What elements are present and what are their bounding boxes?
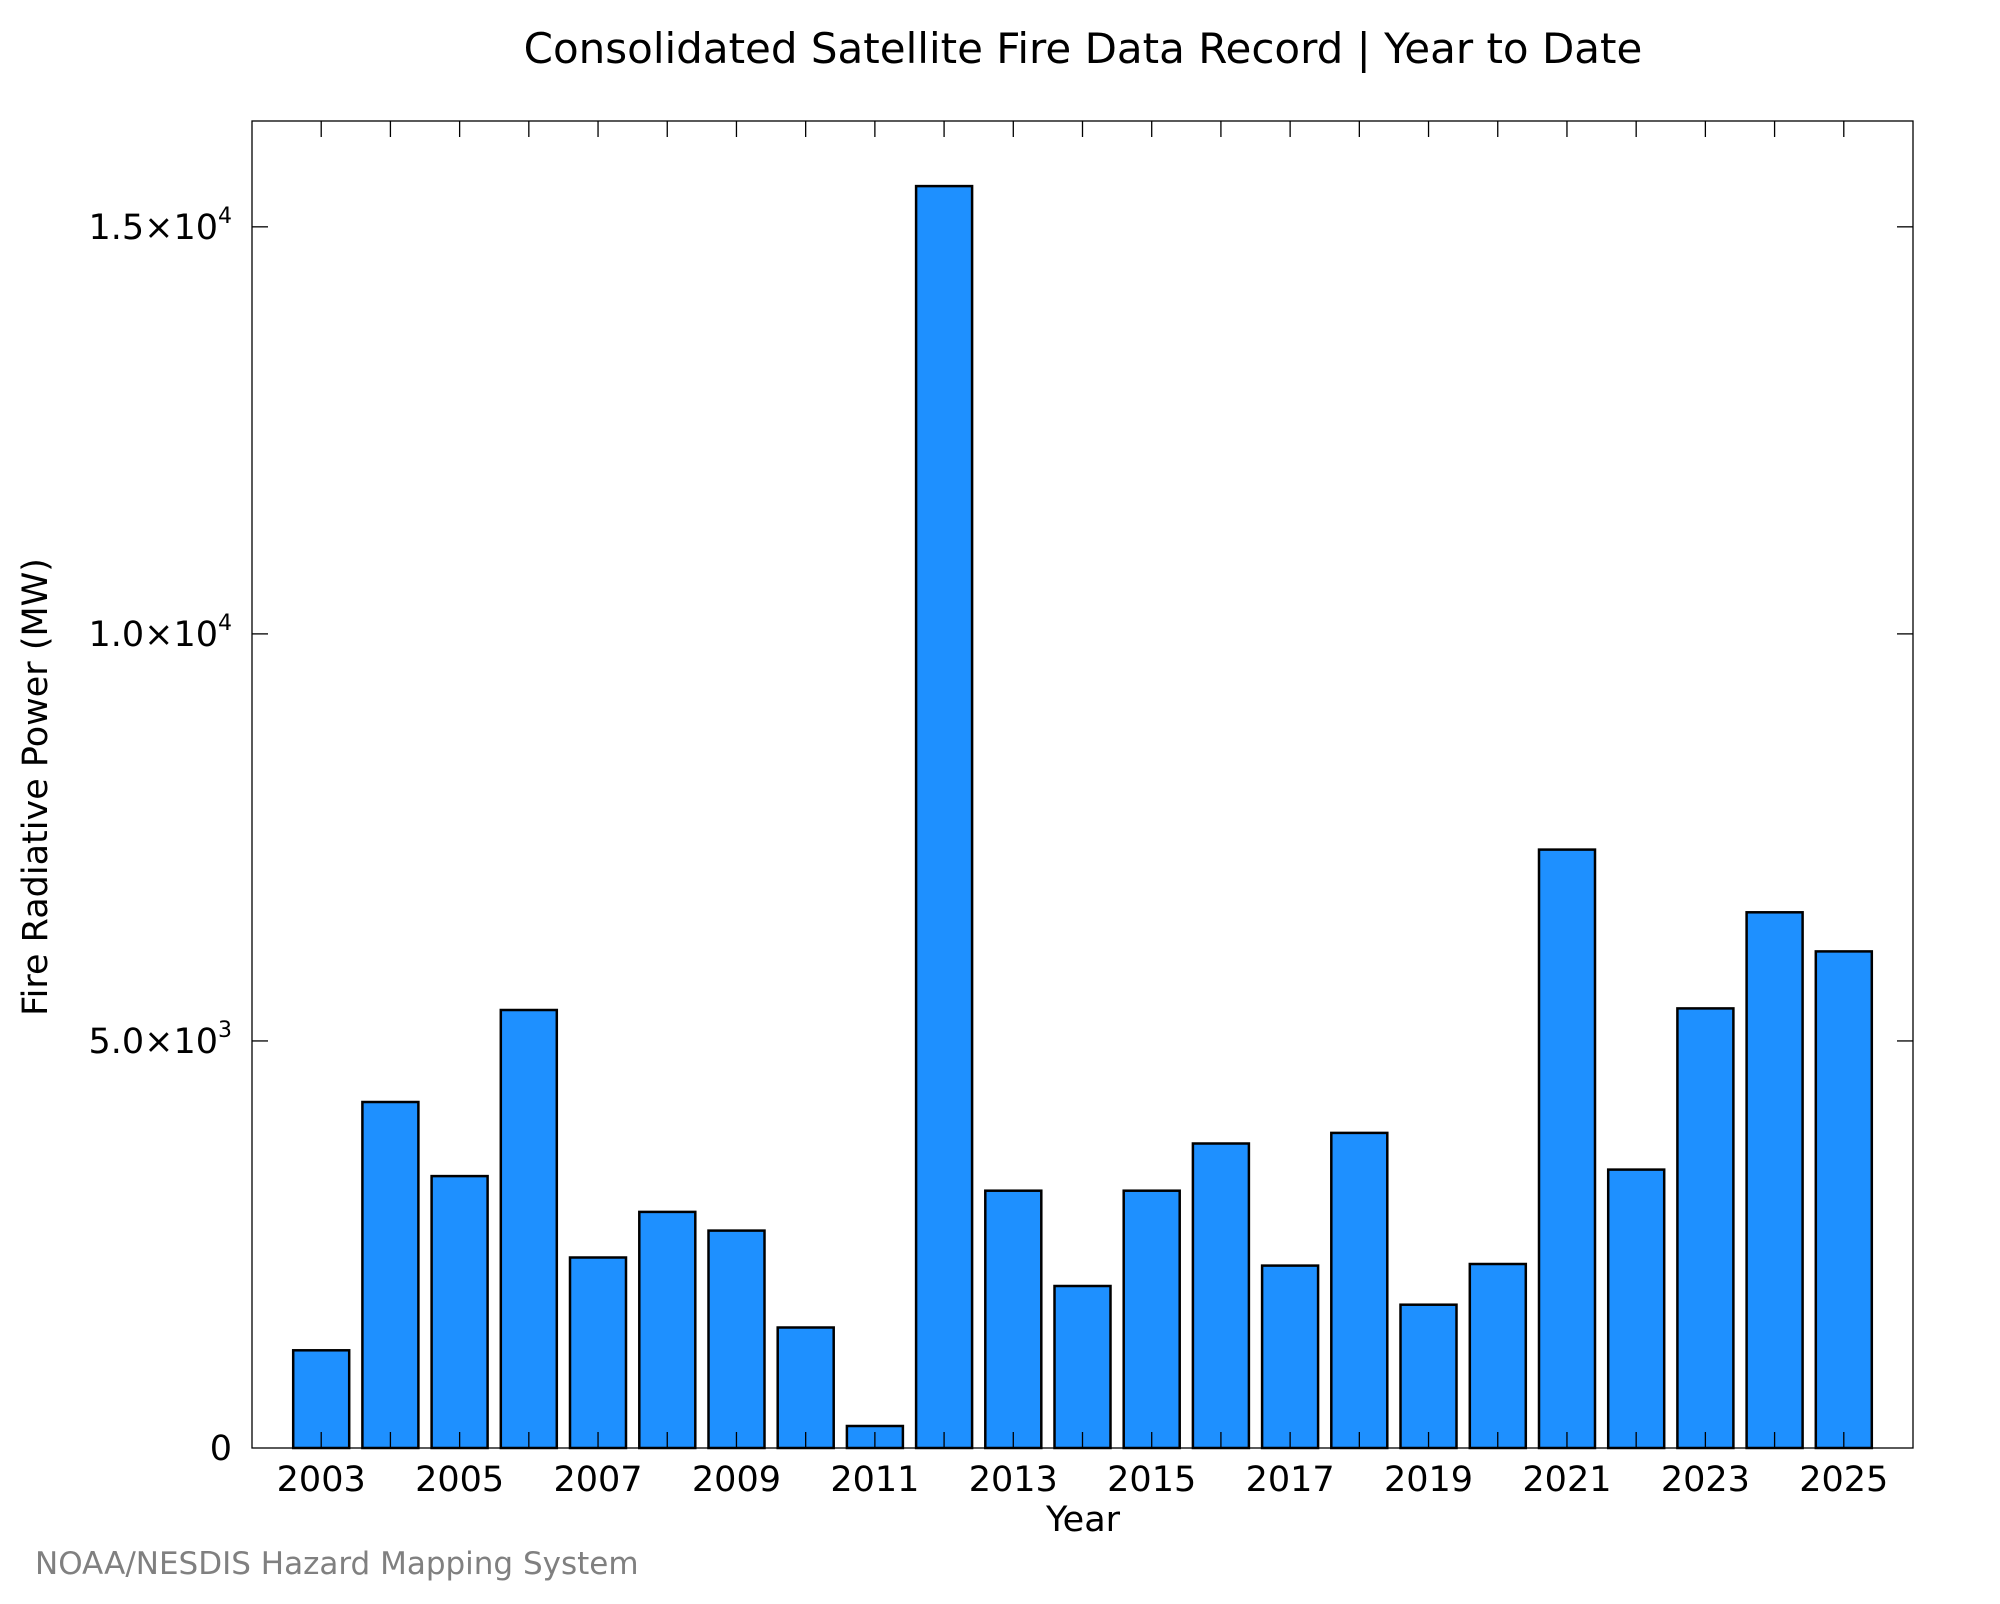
bar-2019 (1399, 1303, 1458, 1450)
bar-2017 (1260, 1264, 1320, 1450)
bar-2013 (984, 1189, 1043, 1450)
y-tick-label: 1.0×104 (88, 611, 232, 655)
credit-text: NOAA/NESDIS Hazard Mapping System (35, 1546, 639, 1582)
axes-layer: 2003 2005 2007 2009 2011 2013 2015 2017 2019 2021… (88, 120, 1914, 1500)
bar-2008 (638, 1210, 697, 1450)
y-axis-label: Fire Radiative Power (MW) (16, 558, 56, 1016)
bar-2021 (1537, 848, 1597, 1450)
x-tick-label: 2019 (1384, 1460, 1473, 1500)
x-tick-label: 2015 (1107, 1460, 1196, 1500)
bar-2014 (1053, 1284, 1112, 1450)
bar-2024 (1745, 911, 1804, 1450)
bar-2006 (499, 1008, 559, 1450)
x-tick-label: 2013 (969, 1460, 1058, 1500)
bar-2016 (1191, 1142, 1251, 1450)
bar-2010 (776, 1326, 835, 1450)
bar-2005 (430, 1174, 489, 1450)
x-tick-label: 2021 (1522, 1460, 1611, 1500)
y-tick-label: 0 (210, 1429, 232, 1469)
x-tick-label: 2007 (554, 1460, 643, 1500)
bar-2007 (568, 1256, 628, 1450)
bar-2003 (291, 1349, 351, 1450)
x-tick-label: 2005 (415, 1460, 504, 1500)
bar-2009 (707, 1229, 766, 1450)
x-tick-label: 2017 (1246, 1460, 1335, 1500)
bar-2012 (914, 184, 974, 1450)
bar-2020 (1468, 1262, 1528, 1450)
bar-2015 (1122, 1189, 1181, 1450)
bar-2004 (361, 1100, 420, 1450)
x-tick-label: 2025 (1799, 1460, 1888, 1500)
y-tick-label: 5.0×103 (88, 1018, 232, 1062)
x-tick-label: 2003 (277, 1460, 366, 1500)
x-axis-label: Year (1045, 1500, 1121, 1540)
bars-layer (291, 184, 1874, 1450)
bar-2018 (1330, 1131, 1389, 1450)
x-tick-label: 2009 (692, 1460, 781, 1500)
bar-2022 (1606, 1168, 1666, 1450)
bar-2023 (1676, 1007, 1735, 1450)
x-tick-label: 2023 (1661, 1460, 1750, 1500)
y-tick-label: 1.5×104 (88, 204, 232, 248)
bar-2025 (1814, 950, 1874, 1450)
chart-title: Consolidated Satellite Fire Data Record … (524, 24, 1643, 73)
x-tick-label: 2011 (830, 1460, 919, 1500)
